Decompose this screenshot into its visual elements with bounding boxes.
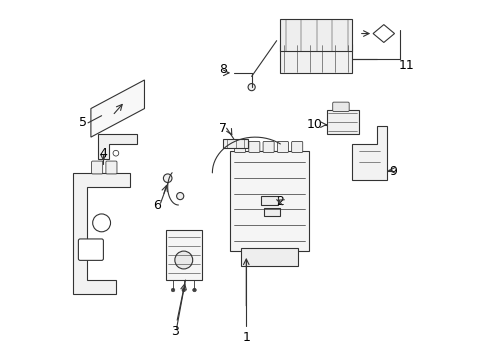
FancyBboxPatch shape (230, 152, 308, 251)
Text: 6: 6 (153, 198, 161, 212)
Polygon shape (372, 24, 394, 42)
Text: 8: 8 (219, 63, 226, 76)
Text: 4: 4 (99, 147, 107, 160)
FancyBboxPatch shape (248, 141, 259, 153)
FancyBboxPatch shape (223, 139, 247, 148)
Circle shape (163, 174, 172, 183)
FancyBboxPatch shape (241, 248, 298, 266)
Text: 11: 11 (398, 59, 414, 72)
Polygon shape (91, 80, 144, 137)
FancyBboxPatch shape (91, 161, 102, 174)
Text: 3: 3 (170, 325, 179, 338)
FancyBboxPatch shape (260, 196, 278, 205)
Circle shape (113, 150, 119, 156)
Text: 10: 10 (305, 118, 322, 131)
FancyBboxPatch shape (326, 111, 358, 134)
Circle shape (175, 251, 192, 269)
Circle shape (93, 214, 110, 232)
Text: 2: 2 (276, 195, 284, 208)
Text: 1: 1 (242, 331, 250, 344)
FancyBboxPatch shape (264, 208, 280, 216)
FancyBboxPatch shape (234, 141, 245, 153)
Circle shape (182, 288, 185, 292)
Text: 9: 9 (388, 165, 396, 177)
FancyBboxPatch shape (263, 141, 274, 153)
FancyBboxPatch shape (280, 44, 351, 73)
Circle shape (192, 288, 196, 292)
FancyBboxPatch shape (165, 230, 201, 280)
FancyBboxPatch shape (291, 141, 302, 153)
Text: 5: 5 (79, 116, 87, 129)
Polygon shape (73, 173, 130, 294)
Polygon shape (351, 126, 386, 180)
FancyBboxPatch shape (106, 161, 117, 174)
FancyBboxPatch shape (277, 141, 288, 153)
FancyBboxPatch shape (78, 239, 103, 260)
Circle shape (171, 288, 175, 292)
Polygon shape (98, 134, 137, 158)
Circle shape (247, 84, 255, 91)
Text: 7: 7 (219, 122, 226, 135)
FancyBboxPatch shape (332, 102, 348, 111)
Circle shape (176, 193, 183, 200)
FancyBboxPatch shape (280, 19, 351, 51)
